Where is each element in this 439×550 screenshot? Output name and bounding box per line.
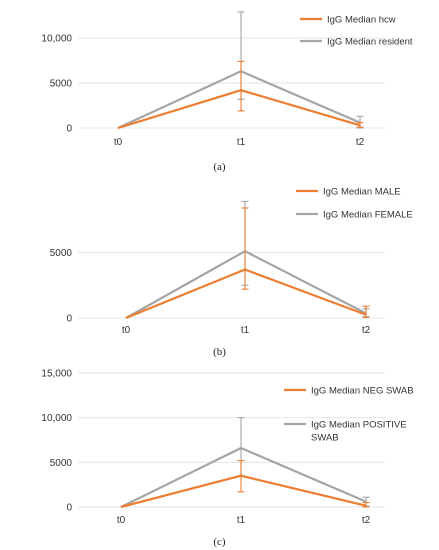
x-tick-label: t1: [237, 515, 246, 526]
panel-label: (a): [213, 161, 226, 173]
legend-label: IgG Median hcw: [327, 15, 396, 26]
chart-panel-1: 0 5000 10,000 t0 t1 t2 IgG Median hcw IgG Media…: [41, 11, 413, 173]
y-tick-label: 5000: [50, 79, 73, 90]
x-tick-label: t2: [362, 515, 371, 526]
chart-panel-2: 0 5000 t0 t1 t2 IgG Median MALE IgG Median FEM…: [50, 187, 413, 359]
panel-label: (c): [213, 536, 226, 548]
legend-label: IgG Median NEG SWAB: [311, 386, 414, 397]
y-tick-label: 10,000: [41, 413, 72, 424]
y-tick-label: 0: [66, 503, 72, 514]
series-line: [125, 250, 367, 319]
x-tick-label: t0: [114, 137, 123, 148]
y-tick-label: 15,000: [41, 369, 72, 380]
x-tick-label: t0: [122, 325, 131, 336]
x-tick-label: t1: [241, 325, 250, 336]
x-tick-label: t0: [117, 515, 126, 526]
y-tick-label: 0: [66, 124, 72, 135]
legend-label: IgG Median POSITIVE SWAB: [311, 420, 407, 444]
y-tick-label: 5000: [50, 458, 73, 469]
y-tick-label: 5000: [50, 248, 73, 259]
y-tick-label: 0: [66, 314, 72, 325]
panel-label: (b): [213, 346, 226, 358]
chart-panel-3: 0 5000 10,000 15,000 t0 t1 t2 IgG Median NEG SW…: [41, 369, 413, 549]
x-tick-label: t2: [362, 325, 371, 336]
series-line: [117, 89, 361, 130]
legend-label: IgG Median resident: [327, 37, 413, 48]
y-tick-label: 10,000: [41, 34, 72, 45]
legend-label: IgG Median MALE: [323, 187, 401, 198]
legend-label: IgG Median FEMALE: [323, 210, 413, 221]
x-tick-label: t2: [356, 137, 365, 148]
x-tick-label: t1: [237, 137, 246, 148]
